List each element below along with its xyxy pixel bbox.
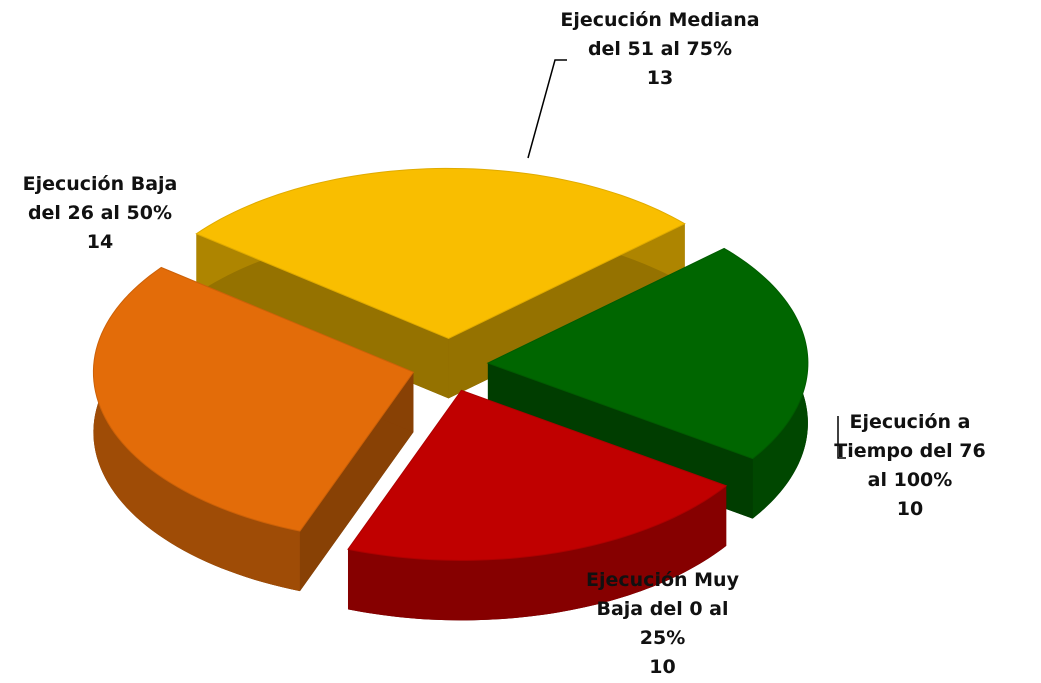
slice-side xyxy=(196,233,449,399)
label-value: 13 xyxy=(646,67,674,89)
leader-line xyxy=(837,416,846,459)
label-value: 10 xyxy=(896,498,924,520)
label-value: 14 xyxy=(86,231,114,253)
slice-label: Ejecución Mediana del 51 al 75% 13 xyxy=(560,6,760,93)
leader-line xyxy=(527,59,567,159)
label-name: Ejecución Baja del 26 al 50% xyxy=(22,173,178,224)
slice-top xyxy=(92,266,415,532)
slice-label: Ejecución Muy Baja del 0 al 25% 10 xyxy=(575,566,750,682)
slice-label: Ejecución a Tiempo del 76 al 100% 10 xyxy=(825,408,995,524)
label-value: 10 xyxy=(649,656,676,678)
slice-label: Ejecución Baja del 26 al 50% 14 xyxy=(5,170,195,257)
slice-outer-wall xyxy=(347,485,727,621)
label-name: Ejecución Mediana del 51 al 75% xyxy=(560,9,760,60)
label-name: Ejecución a Tiempo del 76 al 100% xyxy=(834,411,986,491)
slice-side xyxy=(299,372,414,592)
slice-outer-wall xyxy=(93,267,300,592)
slice-top xyxy=(195,167,686,339)
label-name: Ejecución Muy Baja del 0 al 25% xyxy=(586,569,739,649)
slice-top xyxy=(486,247,809,460)
slice-top xyxy=(347,389,728,561)
